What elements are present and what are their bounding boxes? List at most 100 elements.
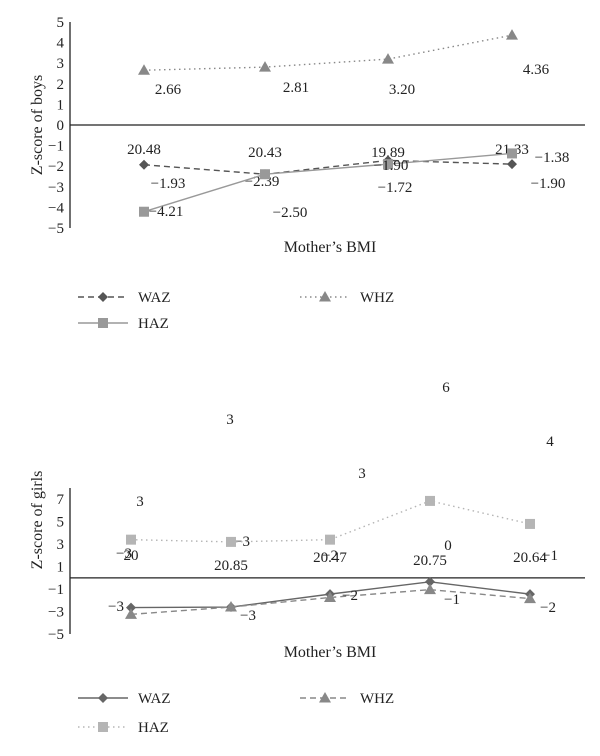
legend-marker [319,692,331,703]
y-tick-label: 0 [57,118,65,134]
x-axis-label: Mother’s BMI [284,644,377,661]
data-point [226,536,236,547]
data-point [524,592,536,604]
legend-marker [319,291,331,302]
data-point [225,601,237,612]
data-point [125,608,137,619]
legend: WAZ WHZ HAZ [78,691,394,736]
data-label: −1.90 [374,158,409,174]
y-tick-label: −1 [48,582,64,598]
x-category-label: 20 [124,548,139,564]
y-tick-label: −3 [48,605,64,621]
x-category-label: 20.75 [413,553,447,569]
series-waz: −3−3−20−1 [116,534,558,613]
y-tick-label: 1 [57,97,65,113]
legend-marker [98,292,108,302]
legend: WAZ WHZ HAZ [78,290,394,332]
data-label: −1 [444,592,460,608]
data-point [139,206,149,217]
legend-marker [98,722,108,732]
chart-2: 7 5 3 1 −1 −3 −5 20 20.85 20.47 20.75 20.64 Mother’s… [29,380,585,736]
data-label: −3 [108,599,124,615]
legend-label: WHZ [360,290,394,306]
y-tick-label: 5 [57,15,65,31]
series-line-waz [143,159,513,175]
y-tick-label: 1 [57,560,65,576]
data-label: −2 [342,588,358,604]
x-category-label: 20.48 [127,142,161,158]
data-label: 3 [136,494,144,510]
data-label: −2.50 [273,205,308,221]
x-category-label: 20.85 [214,558,248,574]
data-point [126,602,136,613]
data-label: 4.36 [523,62,550,78]
data-label: 3.20 [389,82,415,98]
y-tick-label: −1 [48,139,64,155]
x-category-label: 20.64 [513,550,547,566]
data-point [126,534,136,545]
data-label: 6 [442,380,450,396]
data-label: −4.21 [149,204,184,220]
data-point [139,159,149,170]
data-label: −1.93 [151,176,186,192]
y-tick-label: 7 [57,492,65,508]
data-label: 2.66 [155,82,182,98]
data-point [425,576,435,587]
x-axis-label: Mother’s BMI [284,239,377,256]
y-axis-label: Z-score of boys [29,75,46,175]
data-label: 3 [226,412,234,428]
data-label: 2.81 [283,80,309,96]
chart-1: 543210−1−2−3−4−520.4820.4319.8921.33Moth… [29,15,585,332]
data-point [525,518,535,529]
data-label: 4 [546,434,554,450]
y-tick-label: −4 [48,200,64,216]
y-tick-label: −3 [48,180,64,196]
legend-label: WAZ [138,290,171,306]
series-whz: 2.66 2.81 3.20 4.36 [138,29,550,98]
legend-label: WHZ [360,691,394,707]
series-haz: 3 3 3 6 4 [126,380,554,547]
series-line-whz [130,588,531,616]
data-label: 0 [444,538,452,554]
legend-label: HAZ [138,316,169,332]
y-tick-label: 2 [57,77,65,93]
y-tick-label: 3 [57,537,65,553]
data-label: −3 [240,608,256,624]
series-line-whz [143,34,513,71]
series-waz: −1.93 −2.39 −1.72 −1.90 [139,155,565,196]
data-label: −2 [322,548,338,564]
data-point [507,148,517,159]
data-point [383,159,393,170]
data-label: −2 [540,600,556,616]
data-label: −3 [116,546,132,562]
y-axis-label: Z-score of girls [29,471,46,570]
legend-marker [98,318,108,328]
y-tick-label: −5 [48,221,64,237]
data-point [260,169,270,180]
y-tick-label: −5 [48,627,64,643]
data-label: −1 [542,548,558,564]
data-point [138,64,150,75]
x-category-label: 19.89 [371,145,405,161]
y-tick-label: 3 [57,56,65,72]
data-label: −1.72 [378,180,413,196]
y-tick-label: 4 [57,36,65,52]
legend-label: WAZ [138,691,171,707]
x-category-label: 20.43 [248,145,282,161]
data-point [425,495,435,506]
series-whz: −3 −3 −2 −1 −2 [108,583,556,624]
data-point [259,61,271,72]
data-point [424,583,436,595]
data-label: 3 [358,466,366,482]
data-point [382,53,394,64]
legend-marker [98,693,108,703]
data-label: −1.90 [531,176,566,192]
x-category-label: 20.47 [313,550,347,566]
series-line-haz [143,152,513,213]
series-line-haz [130,500,531,543]
series-haz: −4.21 −2.50 −1.90 −1.38 [139,148,569,221]
data-point [324,591,336,602]
y-tick-label: −2 [48,159,64,175]
y-tick-label: 5 [57,515,65,531]
